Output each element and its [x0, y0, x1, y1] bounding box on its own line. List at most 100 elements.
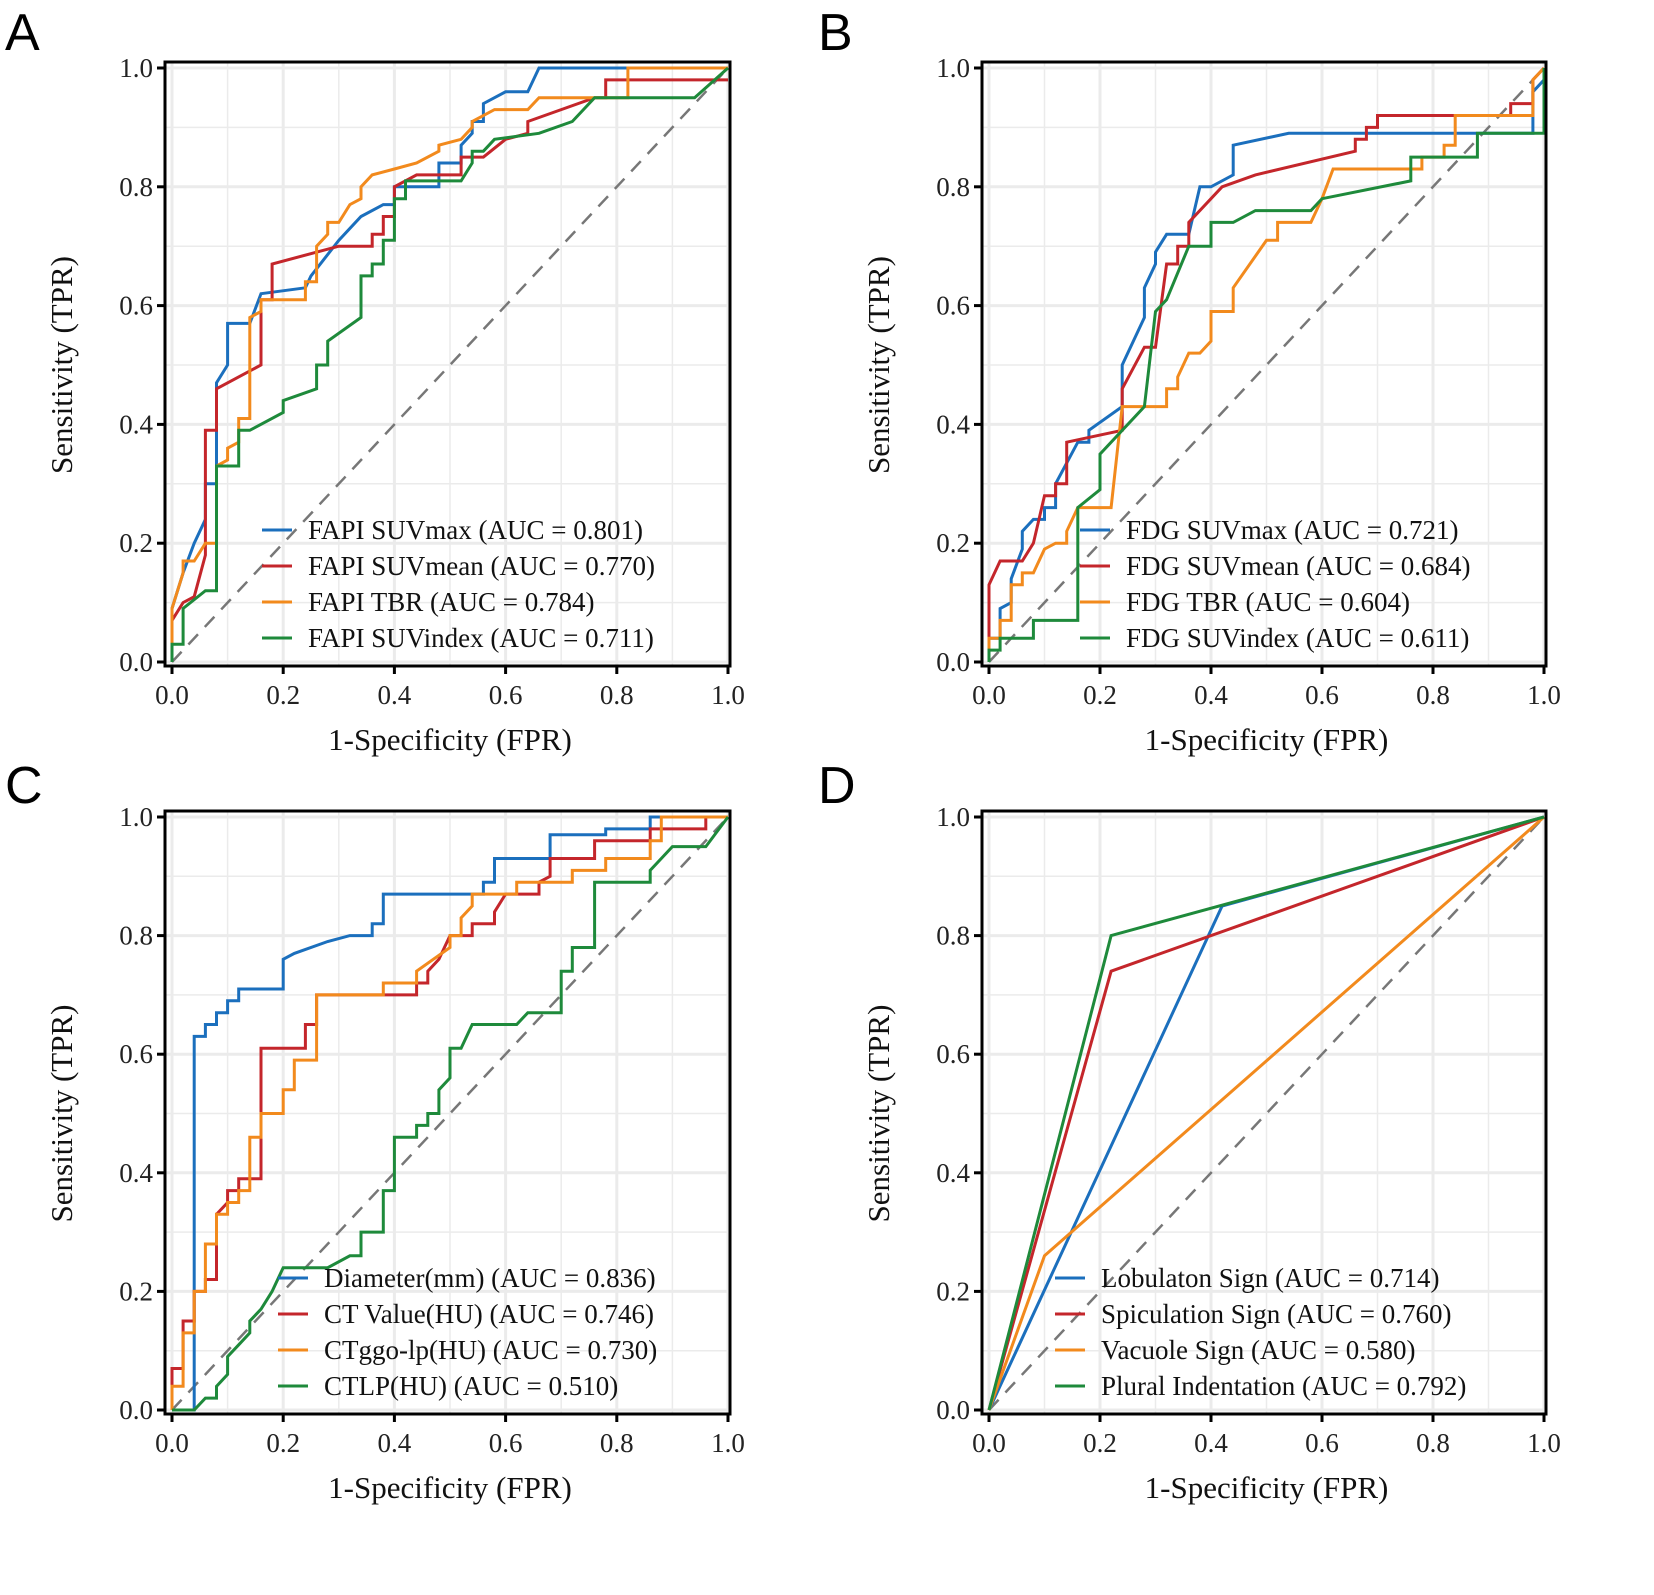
y-tick-label: 0.2: [936, 1276, 970, 1306]
y-tick-label: 1.0: [119, 802, 153, 832]
legend-label: FDG TBR (AUC = 0.604): [1126, 587, 1410, 617]
y-tick-label: 0.4: [119, 1158, 153, 1188]
x-axis-title: 1-Specificity (FPR): [328, 1470, 572, 1505]
y-tick-label: 0.6: [119, 291, 153, 321]
y-tick-label: 0.8: [936, 172, 970, 202]
x-tick-label: 0.8: [1416, 680, 1450, 710]
roc-curve-green: [987, 68, 1546, 662]
y-tick-label: 0.4: [936, 409, 970, 439]
legend-label: CT Value(HU) (AUC = 0.746): [324, 1299, 654, 1329]
plot-frame: [163, 60, 732, 668]
x-tick-label: 0.2: [266, 680, 300, 710]
y-tick-label: 0.4: [936, 1158, 970, 1188]
y-tick-label: 0.0: [119, 647, 153, 677]
legend: Lobulaton Sign (AUC = 0.714) Spiculation …: [1055, 1263, 1466, 1401]
y-tick-label: 1.0: [936, 802, 970, 832]
chance-diagonal: [988, 816, 1545, 1411]
panel-label: B: [818, 4, 853, 62]
roc-curve-orange: [987, 815, 1545, 1411]
x-tick-label: 1.0: [711, 1428, 745, 1458]
roc-panel-d: 0.00.0 0.2 0.2 0.4 0.4 0.6 0.6 0.8 0.8 1.0 1.0 1-Sp…: [818, 757, 1561, 1505]
y-tick-label: 0.6: [936, 1039, 970, 1069]
y-axis-title: Sensitivity (TPR): [861, 256, 896, 474]
y-tick-label: 0.0: [119, 1395, 153, 1425]
x-tick-label: 0.4: [378, 1428, 412, 1458]
legend: Diameter(mm) (AUC = 0.836) CT Value(HU) (…: [278, 1263, 657, 1401]
legend-label: CTggo-lp(HU) (AUC = 0.730): [324, 1335, 657, 1365]
panel-label: A: [5, 4, 40, 62]
roc-curve-red: [987, 66, 1546, 662]
chance-diagonal: [171, 67, 729, 663]
y-tick-label: 0.2: [936, 528, 970, 558]
x-tick-label: 0.8: [600, 1428, 634, 1458]
plot-frame: [980, 809, 1548, 1416]
x-axis-title: 1-Specificity (FPR): [328, 722, 572, 757]
y-tick-label: 1.0: [119, 53, 153, 83]
y-tick-label: 0.4: [119, 409, 153, 439]
y-tick-label: 0.2: [119, 1276, 153, 1306]
x-tick-label: 0.6: [489, 1428, 523, 1458]
legend: FAPI SUVmax (AUC = 0.801) FAPI SUVmean (A…: [262, 515, 655, 653]
y-tick-label: 0.0: [936, 647, 970, 677]
roc-curve-green: [172, 816, 730, 1412]
x-tick-label: 0.2: [266, 1428, 300, 1458]
x-axis-title: 1-Specificity (FPR): [1145, 1470, 1389, 1505]
x-tick-label: 0.0: [155, 1428, 189, 1458]
x-tick-label: 1.0: [1527, 1428, 1561, 1458]
chance-diagonal: [988, 67, 1545, 663]
y-tick-label: 0.8: [119, 921, 153, 951]
panel-label: D: [818, 757, 856, 815]
legend-label: FDG SUVindex (AUC = 0.611): [1126, 623, 1469, 653]
y-axis-title: Sensitivity (TPR): [44, 256, 79, 474]
roc-panel-b: 0.00.0 0.2 0.2 0.4 0.4 0.6 0.6 0.8 0.8 1.0 1.0 1-Sp…: [818, 4, 1561, 757]
roc-curve-red: [170, 78, 728, 662]
y-tick-label: 1.0: [936, 53, 970, 83]
x-tick-label: 0.0: [972, 680, 1006, 710]
roc-panel-a: 0.00.0 0.2 0.2 0.4 0.4 0.6 0.6 0.8 0.8 1.0 1.0 1-Sp…: [5, 4, 745, 757]
legend-label: CTLP(HU) (AUC = 0.510): [324, 1371, 618, 1401]
x-tick-label: 0.8: [1416, 1428, 1450, 1458]
roc-curve-blue: [172, 815, 728, 1412]
legend-label: Plural Indentation (AUC = 0.792): [1101, 1371, 1466, 1401]
y-tick-label: 0.6: [936, 291, 970, 321]
legend-label: FAPI TBR (AUC = 0.784): [308, 587, 595, 617]
y-tick-label: 0.8: [119, 172, 153, 202]
legend-label: Vacuole Sign (AUC = 0.580): [1101, 1335, 1415, 1365]
y-tick-label: 0.2: [119, 528, 153, 558]
plot-frame: [163, 809, 732, 1416]
roc-curve-orange: [170, 815, 728, 1410]
chance-diagonal: [171, 816, 729, 1411]
legend-label: FAPI SUVmean (AUC = 0.770): [308, 551, 655, 581]
panel-label: C: [5, 757, 43, 815]
legend-label: FDG SUVmax (AUC = 0.721): [1126, 515, 1458, 545]
x-axis-title: 1-Specificity (FPR): [1145, 722, 1389, 757]
roc-panel-c: 0.00.0 0.2 0.2 0.4 0.4 0.6 0.6 0.8 0.8 1.0 1.0 1-Sp…: [5, 757, 745, 1505]
x-tick-label: 0.4: [1194, 680, 1228, 710]
x-tick-label: 0.2: [1083, 1428, 1117, 1458]
roc-curve-red: [987, 815, 1545, 1411]
x-tick-label: 1.0: [711, 680, 745, 710]
legend-label: Lobulaton Sign (AUC = 0.714): [1101, 1263, 1439, 1293]
plot-frame: [980, 60, 1548, 668]
x-tick-label: 0.0: [155, 680, 189, 710]
y-axis-title: Sensitivity (TPR): [861, 1005, 896, 1223]
legend-label: Spiculation Sign (AUC = 0.760): [1101, 1299, 1451, 1329]
legend-label: FDG SUVmean (AUC = 0.684): [1126, 551, 1470, 581]
x-tick-label: 0.0: [972, 1428, 1006, 1458]
legend-label: FAPI SUVindex (AUC = 0.711): [308, 623, 654, 653]
x-tick-label: 0.6: [1305, 1428, 1339, 1458]
x-tick-label: 0.2: [1083, 680, 1117, 710]
y-axis-title: Sensitivity (TPR): [44, 1005, 79, 1223]
y-tick-label: 0.0: [936, 1395, 970, 1425]
y-tick-label: 0.6: [119, 1039, 153, 1069]
x-tick-label: 0.6: [489, 680, 523, 710]
x-tick-label: 0.6: [1305, 680, 1339, 710]
x-tick-label: 0.4: [378, 680, 412, 710]
roc-curve-green: [170, 66, 729, 662]
legend: FDG SUVmax (AUC = 0.721) FDG SUVmean (AUC…: [1080, 515, 1470, 653]
x-tick-label: 0.4: [1194, 1428, 1228, 1458]
y-tick-label: 0.8: [936, 921, 970, 951]
roc-curve-green: [987, 815, 1545, 1411]
x-tick-label: 0.8: [600, 680, 634, 710]
